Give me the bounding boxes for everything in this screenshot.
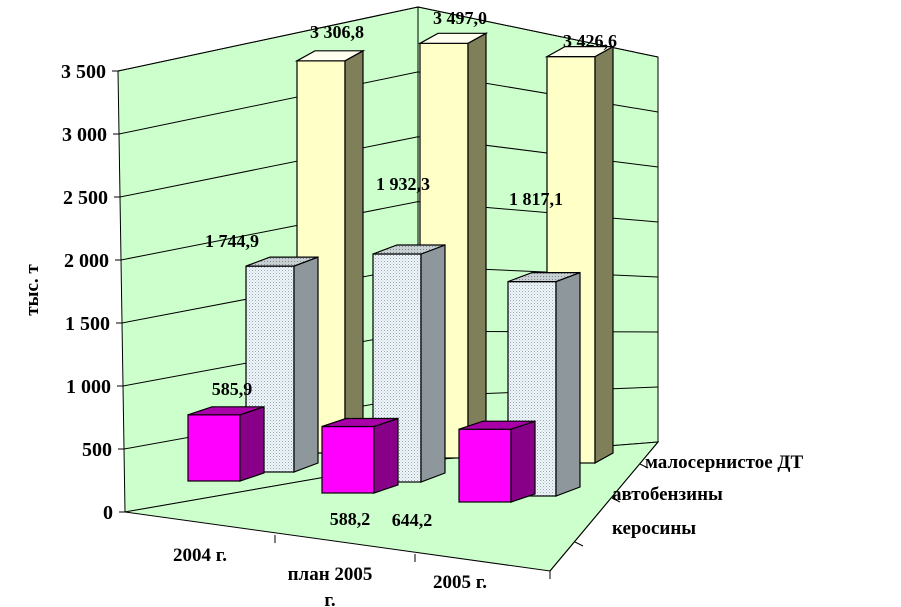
bar-top <box>294 50 366 62</box>
data-label: 1 744,9 <box>205 231 259 251</box>
y-tick-label: 2 000 <box>64 250 109 272</box>
data-label: 644,2 <box>392 510 433 530</box>
y-tick-label: 0 <box>103 502 113 524</box>
data-label: 1 932,3 <box>376 174 430 194</box>
labels: 585,9 588,2 644,2 1 744,9 1 932,3 1 817,1 3 30… <box>205 8 617 530</box>
bar-0-0 <box>187 414 241 482</box>
depth-tick <box>611 497 621 503</box>
bar-top <box>417 32 489 44</box>
y-tick-label: 2 500 <box>63 187 108 209</box>
bar-side <box>555 271 581 497</box>
depth-tick <box>574 541 584 547</box>
data-label: 3 306,8 <box>310 22 364 42</box>
y-tick-label: 500 <box>82 439 112 461</box>
bar-side <box>594 45 614 465</box>
depth-axis <box>549 441 659 572</box>
bar-top <box>321 417 399 428</box>
bar-side <box>510 420 536 503</box>
bar-top <box>187 406 265 416</box>
data-label: 585,9 <box>212 379 253 399</box>
bar-side <box>420 244 446 483</box>
bar-top <box>544 45 616 58</box>
bar-top <box>372 244 446 255</box>
data-label: 3 497,0 <box>433 8 487 28</box>
bar-top <box>507 272 581 283</box>
data-label: 588,2 <box>330 509 371 529</box>
y-tick-label: 1 000 <box>66 376 111 398</box>
bars <box>187 32 616 503</box>
y-tick-label: 3 500 <box>61 61 106 83</box>
bar-0-1 <box>321 425 375 494</box>
bar-side <box>293 256 319 473</box>
y-tick-label: 3 000 <box>62 124 107 146</box>
data-label: 3 426,6 <box>563 31 617 51</box>
bar-side <box>467 32 487 460</box>
x-category-label: 2004 г. <box>173 545 227 566</box>
bar-top <box>245 256 319 267</box>
bar-top <box>458 420 536 430</box>
x-category-label: план 2005 г. <box>288 564 373 607</box>
y-axis-label: тыс. т <box>22 264 43 316</box>
bar-side <box>373 417 399 494</box>
legend-series-label: керосины <box>612 518 696 539</box>
depth-tick <box>639 463 649 469</box>
legend-series-label: автобензины <box>612 484 723 505</box>
gridline <box>117 6 659 72</box>
x-category-label: 2005 г. <box>433 572 487 593</box>
data-label: 1 817,1 <box>509 189 563 209</box>
y-tick-label: 1 500 <box>65 313 110 335</box>
bar-0-2 <box>458 428 512 503</box>
axes: 0 500 1 000 1 500 2 000 2 500 3 000 3 500 тыс. т… <box>22 61 803 607</box>
bar-side <box>239 405 265 482</box>
legend-series-label: малосернистое ДТ <box>645 452 803 473</box>
bar-side <box>344 49 364 455</box>
